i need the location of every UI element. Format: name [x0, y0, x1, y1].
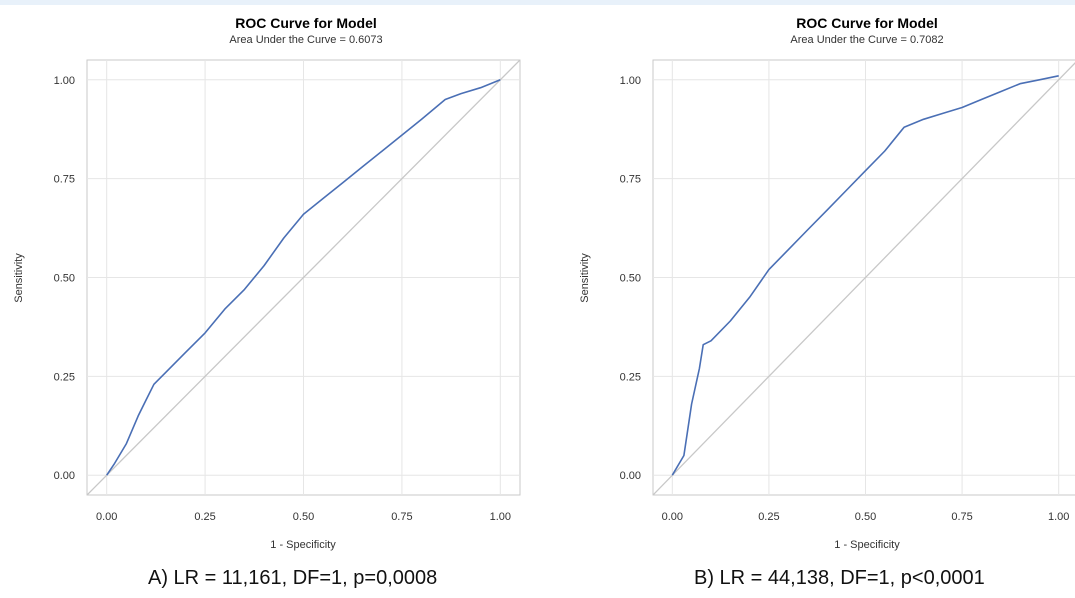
roc-chart-b: ROC Curve for Model Area Under the Curve… [579, 15, 1075, 551]
y-axis-label: Sensitivity [13, 253, 25, 303]
roc-chart-a: ROC Curve for Model Area Under the Curve… [13, 15, 521, 551]
x-tick-label: 1.00 [1048, 511, 1069, 523]
y-tick-label: 0.50 [620, 273, 641, 285]
y-axis-label: Sensitivity [579, 253, 591, 303]
x-tick-label: 0.50 [855, 511, 876, 523]
x-tick-label: 0.00 [96, 511, 117, 523]
y-tick-label: 0.75 [54, 174, 75, 186]
x-axis-label: 1 - Specificity [270, 539, 336, 551]
y-tick-label: 1.00 [620, 75, 641, 87]
y-tick-label: 1.00 [54, 75, 75, 87]
x-tick-labels: 0.00 0.25 0.50 0.75 1.00 [662, 511, 1070, 523]
chart-subtitle: Area Under the Curve = 0.7082 [790, 34, 943, 46]
x-tick-label: 1.00 [490, 511, 511, 523]
x-tick-label: 0.25 [758, 511, 779, 523]
x-tick-label: 0.00 [662, 511, 683, 523]
x-tick-label: 0.75 [391, 511, 412, 523]
y-tick-label: 0.00 [620, 470, 641, 482]
caption-b: B) LR = 44,138, DF=1, p<0,0001 [694, 567, 985, 589]
y-tick-label: 0.25 [620, 371, 641, 383]
y-tick-label: 0.75 [620, 174, 641, 186]
y-tick-label: 0.50 [54, 273, 75, 285]
y-tick-label: 0.25 [54, 371, 75, 383]
series-layer [87, 60, 520, 495]
caption-a: A) LR = 11,161, DF=1, p=0,0008 [148, 567, 438, 589]
chart-subtitle: Area Under the Curve = 0.6073 [229, 34, 382, 46]
grid-lines [87, 60, 520, 495]
top-bar [0, 0, 1075, 5]
y-tick-label: 0.00 [54, 470, 75, 482]
roc-curve-line [106, 79, 501, 476]
x-tick-label: 0.25 [194, 511, 215, 523]
x-axis-label: 1 - Specificity [834, 539, 900, 551]
grid-lines [653, 60, 1075, 495]
reference-line [653, 62, 1075, 495]
roc-curve-line [671, 75, 1059, 476]
y-tick-labels: 0.00 0.25 0.50 0.75 1.00 [620, 75, 641, 482]
x-tick-label: 0.50 [293, 511, 314, 523]
x-tick-labels: 0.00 0.25 0.50 0.75 1.00 [96, 511, 511, 523]
reference-line [87, 60, 520, 495]
chart-title: ROC Curve for Model [235, 15, 377, 31]
y-tick-labels: 0.00 0.25 0.50 0.75 1.00 [54, 75, 75, 482]
x-tick-label: 0.75 [951, 511, 972, 523]
chart-title: ROC Curve for Model [796, 15, 938, 31]
roc-charts: ROC Curve for Model Area Under the Curve… [13, 15, 1075, 551]
series-layer [653, 62, 1075, 495]
